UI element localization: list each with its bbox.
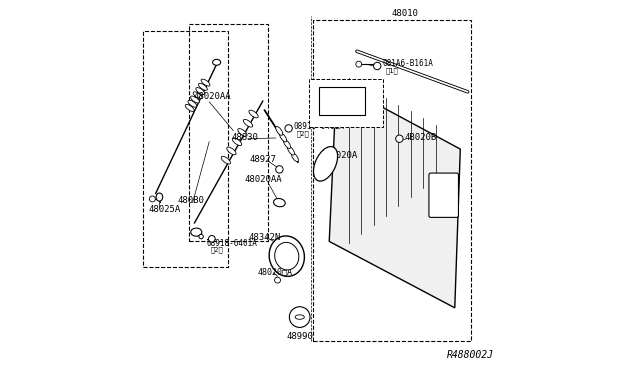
Text: 48025A: 48025A [148, 205, 180, 214]
Ellipse shape [276, 126, 283, 135]
Ellipse shape [287, 146, 294, 155]
Text: B: B [375, 64, 380, 68]
FancyBboxPatch shape [319, 87, 365, 115]
Text: 48020A: 48020A [326, 151, 358, 160]
Ellipse shape [186, 105, 194, 111]
Text: 08916-6401A: 08916-6401A [293, 122, 344, 131]
Circle shape [276, 166, 283, 173]
Ellipse shape [238, 129, 247, 136]
Text: 48010: 48010 [392, 9, 419, 18]
Ellipse shape [221, 156, 230, 164]
Ellipse shape [191, 228, 202, 236]
FancyBboxPatch shape [309, 79, 383, 127]
Circle shape [209, 235, 215, 242]
Ellipse shape [284, 140, 291, 148]
Ellipse shape [269, 236, 305, 276]
Ellipse shape [193, 92, 202, 99]
Circle shape [356, 61, 362, 67]
Text: 480B0: 480B0 [178, 196, 205, 205]
Ellipse shape [232, 138, 241, 145]
Ellipse shape [243, 119, 253, 127]
Text: 48830: 48830 [232, 133, 259, 142]
Ellipse shape [275, 243, 299, 270]
Text: 48070M: 48070M [314, 105, 347, 114]
Circle shape [374, 62, 381, 70]
Ellipse shape [291, 153, 298, 161]
Text: R488002J: R488002J [447, 350, 493, 359]
Text: 48990: 48990 [286, 332, 313, 341]
Circle shape [396, 135, 403, 142]
Ellipse shape [199, 234, 204, 239]
Ellipse shape [156, 193, 163, 201]
Ellipse shape [280, 133, 287, 142]
Polygon shape [329, 83, 460, 308]
Ellipse shape [273, 199, 285, 207]
Text: 48020AA: 48020AA [244, 175, 282, 184]
Text: （2）: （2） [211, 247, 224, 253]
Text: 48020□A: 48020□A [258, 267, 293, 277]
Text: 08918-6401A: 08918-6401A [207, 239, 257, 248]
Text: 48927: 48927 [250, 155, 276, 164]
Ellipse shape [191, 96, 200, 103]
Circle shape [289, 307, 310, 327]
Text: （2）: （2） [297, 130, 310, 137]
Text: 48020AA: 48020AA [194, 92, 231, 101]
Ellipse shape [196, 87, 205, 94]
Text: N: N [286, 126, 291, 131]
Circle shape [275, 277, 280, 283]
FancyBboxPatch shape [429, 173, 458, 217]
Circle shape [285, 125, 292, 132]
Text: （1）: （1） [386, 67, 399, 74]
Ellipse shape [314, 147, 338, 181]
Text: N: N [209, 236, 214, 241]
Circle shape [149, 196, 156, 202]
Ellipse shape [198, 83, 207, 90]
Ellipse shape [227, 147, 236, 155]
Ellipse shape [295, 315, 304, 319]
Ellipse shape [201, 79, 210, 86]
Text: 081A6-B161A: 081A6-B161A [382, 59, 433, 68]
Ellipse shape [188, 100, 196, 107]
Ellipse shape [212, 60, 221, 65]
Text: 4B020B: 4B020B [405, 133, 437, 142]
Text: 48342N: 48342N [248, 232, 280, 241]
Ellipse shape [249, 110, 258, 118]
